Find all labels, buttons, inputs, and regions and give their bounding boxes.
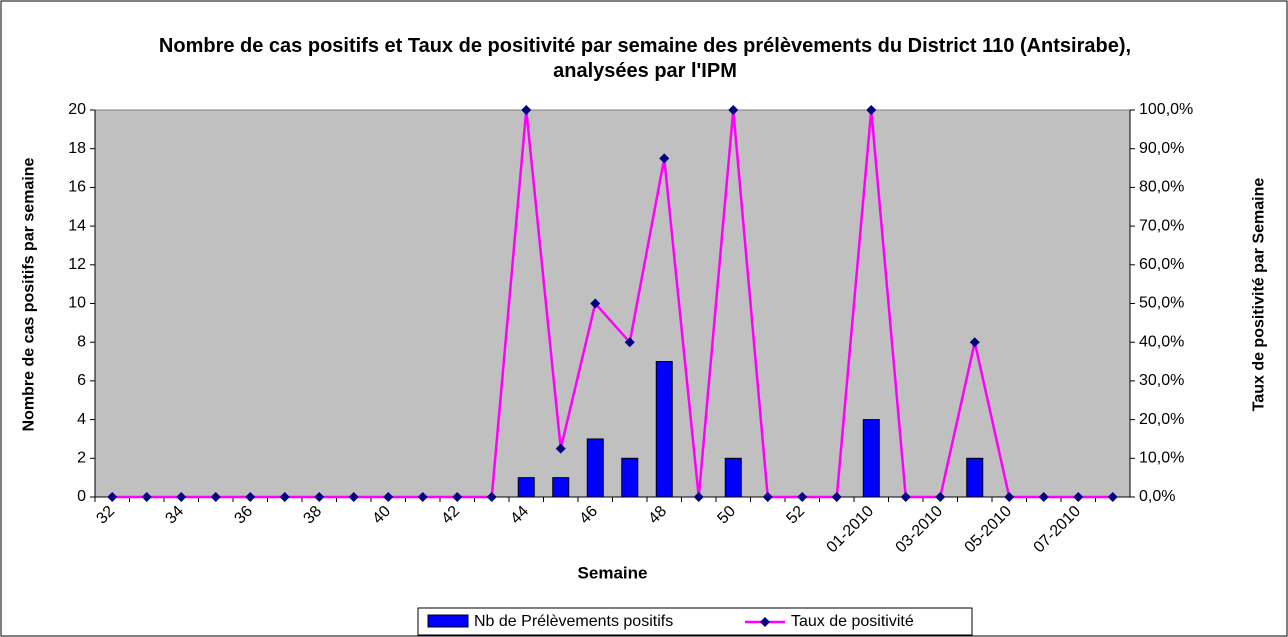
y-tick-label: 4 [77, 411, 86, 428]
line-marker [1038, 492, 1049, 502]
line-marker [935, 492, 946, 502]
x-axis-title: Semaine [578, 563, 648, 582]
legend-label: Nb de Prélèvements positifs [474, 613, 673, 630]
line-marker [969, 337, 980, 348]
line-marker [521, 105, 532, 115]
bar [552, 477, 570, 498]
line-marker [831, 492, 842, 502]
line-marker [452, 492, 463, 502]
line-marker [486, 492, 497, 502]
y2-tick-label: 30,0% [1139, 372, 1184, 389]
bar [862, 419, 880, 498]
y2-tick-label: 80,0% [1139, 179, 1184, 196]
line-marker [797, 492, 808, 502]
line-marker [245, 492, 256, 502]
bar [621, 457, 639, 498]
y-tick-label: 18 [68, 140, 86, 157]
line-marker [1107, 492, 1118, 502]
y-axis-title: Nombre de cas positifs par semaine [20, 157, 38, 432]
bar [517, 477, 535, 498]
line-marker [762, 492, 773, 502]
bar [966, 457, 984, 498]
line-marker [176, 492, 187, 502]
y2-tick-label: 40,0% [1139, 333, 1184, 350]
line-marker [866, 105, 877, 115]
line-marker [728, 105, 739, 115]
y-tick-label: 14 [68, 217, 86, 234]
line-marker [141, 492, 152, 502]
y-tick-label: 6 [77, 372, 86, 389]
line-marker [210, 492, 221, 502]
line-marker [659, 153, 670, 164]
chart-title: Nombre de cas positifs et Taux de positi… [158, 35, 1132, 82]
y-tick-label: 12 [68, 256, 86, 273]
bar [724, 457, 742, 498]
y-tick-label: 0 [77, 488, 86, 505]
y2-tick-label: 100,0% [1139, 101, 1193, 118]
y-tick-label: 10 [68, 295, 86, 312]
y2-tick-label: 70,0% [1139, 217, 1184, 234]
line-marker [555, 443, 566, 454]
line-marker [383, 492, 394, 502]
y2-tick-label: 50,0% [1139, 295, 1184, 312]
line-marker [590, 298, 601, 309]
line-marker [314, 492, 325, 502]
y2-tick-label: 20,0% [1139, 411, 1184, 428]
line-marker [279, 492, 290, 502]
bar [586, 438, 604, 498]
legend-swatch [427, 614, 469, 628]
y-tick-label: 20 [68, 101, 86, 118]
y-tick-label: 2 [77, 450, 86, 467]
line-marker [1073, 492, 1084, 502]
bar [655, 361, 673, 498]
y-tick-label: 16 [68, 179, 86, 196]
legend [417, 607, 973, 636]
y2-tick-label: 60,0% [1139, 256, 1184, 273]
line-marker [1004, 492, 1015, 502]
legend-label: Taux de positivité [791, 613, 914, 630]
plot-area [94, 109, 1131, 498]
y2-axis-title: Taux de positivité par Semaine [1250, 177, 1268, 412]
line-marker [348, 492, 359, 502]
y2-tick-label: 0,0% [1139, 488, 1175, 505]
y-tick-label: 8 [77, 333, 86, 350]
line-marker [693, 492, 704, 502]
line-marker [624, 337, 635, 348]
line-marker [417, 492, 428, 502]
line-marker [900, 492, 911, 502]
y2-tick-label: 90,0% [1139, 140, 1184, 157]
legend-swatch [760, 617, 770, 627]
y2-tick-label: 10,0% [1139, 450, 1184, 467]
line-marker [107, 492, 118, 502]
line [112, 109, 1113, 499]
